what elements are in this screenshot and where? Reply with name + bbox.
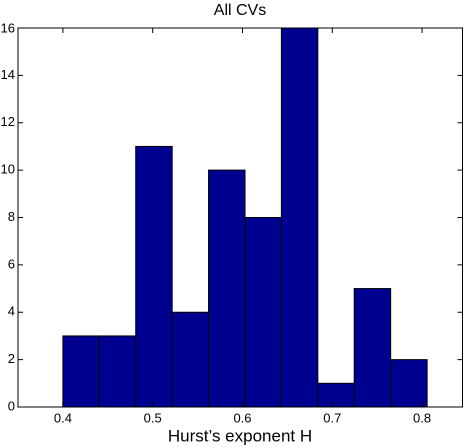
y-tick-label: 2	[8, 351, 15, 366]
x-tick-label: 0.6	[233, 410, 251, 425]
y-tick-label: 8	[8, 209, 15, 224]
y-tick-label: 14	[1, 67, 15, 82]
x-tick-label: 0.4	[54, 410, 72, 425]
histogram-bar	[353, 288, 392, 408]
y-tick-label: 16	[1, 20, 15, 35]
x-tick-label: 0.7	[323, 410, 341, 425]
y-tick-label: 6	[8, 256, 15, 271]
x-axis-label: Hurst’s exponent H	[168, 426, 312, 445]
histogram-bar	[390, 359, 428, 408]
x-tick-label: 0.8	[413, 410, 431, 425]
y-tick-label: 4	[8, 304, 15, 319]
histogram-bar	[135, 145, 173, 408]
histogram-bar	[280, 27, 319, 408]
y-tick-label: 0	[8, 398, 15, 413]
y-tick-label: 10	[1, 162, 15, 177]
histogram-bar	[208, 169, 246, 408]
histogram-bar	[171, 311, 210, 408]
histogram-bar	[62, 335, 100, 408]
x-tick-label: 0.5	[144, 410, 162, 425]
y-tick-label: 12	[1, 114, 15, 129]
histogram-bar	[98, 335, 137, 408]
histogram-bar	[317, 382, 355, 408]
chart-title: All CVs	[214, 2, 266, 19]
histogram-bar	[244, 217, 282, 408]
